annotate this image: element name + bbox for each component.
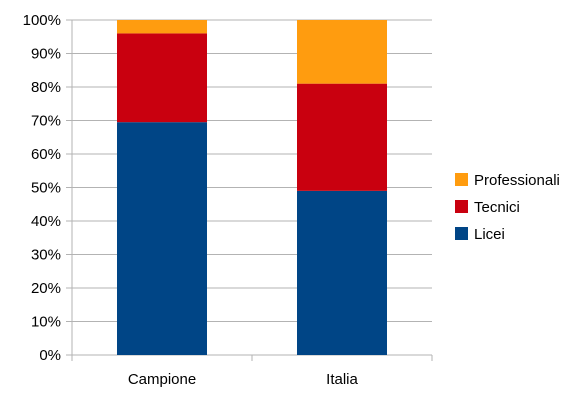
bar-campione-licei: [117, 122, 207, 355]
x-tick-label-italia: Italia: [326, 371, 358, 388]
bar-campione-tecnici: [117, 33, 207, 123]
x-tick-label-campione: Campione: [128, 371, 196, 388]
legend-label-licei: Licei: [474, 226, 505, 243]
legend-swatch-licei: [455, 227, 468, 240]
y-tick-label-60: 60%: [31, 146, 61, 163]
y-tick-label-50: 50%: [31, 180, 61, 197]
legend-swatch-tecnici: [455, 200, 468, 213]
y-tick-label-100: 100%: [23, 12, 61, 29]
y-tick-label-0: 0%: [39, 347, 61, 364]
legend-label-tecnici: Tecnici: [474, 199, 520, 216]
y-tick-label-90: 90%: [31, 46, 61, 63]
legend-swatch-professionali: [455, 173, 468, 186]
y-tick-label-40: 40%: [31, 213, 61, 230]
bar-campione-professionali: [117, 20, 207, 34]
bar-italia-licei: [297, 190, 387, 355]
legend-label-professionali: Professionali: [474, 172, 560, 189]
bar-italia-tecnici: [297, 83, 387, 191]
y-tick-label-30: 30%: [31, 247, 61, 264]
bar-italia-professionali: [297, 20, 387, 84]
y-tick-label-10: 10%: [31, 314, 61, 331]
y-tick-label-20: 20%: [31, 280, 61, 297]
y-tick-label-70: 70%: [31, 113, 61, 130]
y-tick-label-80: 80%: [31, 79, 61, 96]
